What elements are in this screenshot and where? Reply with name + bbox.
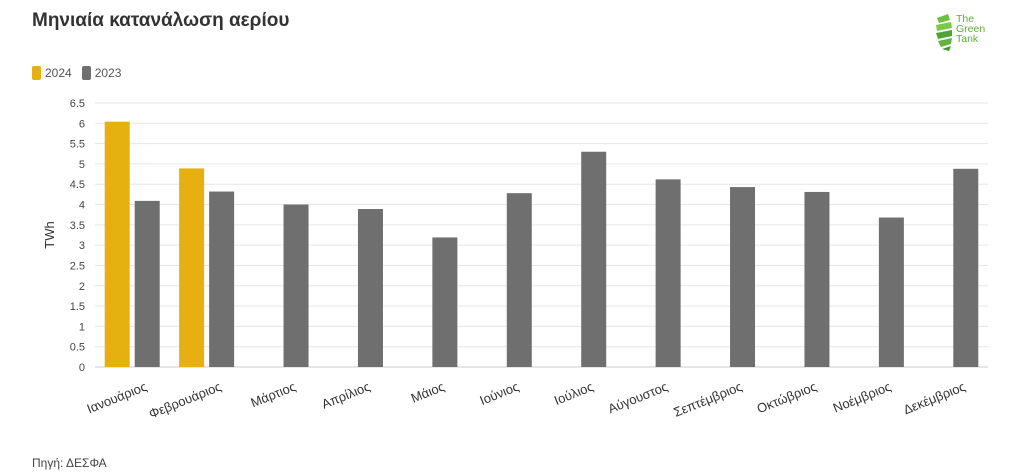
bar-2023[interactable] — [506, 193, 532, 367]
x-tick-label: Ιούλιος — [552, 379, 595, 408]
y-tick-label: 5 — [79, 159, 85, 171]
y-tick-label: 6 — [79, 118, 85, 130]
logo-text-line: Tank — [956, 33, 979, 45]
bar-2024[interactable] — [104, 121, 130, 367]
x-tick-label: Νοέμβριος — [831, 379, 893, 416]
bar-2023[interactable] — [804, 191, 830, 367]
legend-label-2023: 2023 — [94, 66, 122, 80]
leaf-grid-icon — [936, 14, 952, 51]
bar-2023[interactable] — [581, 151, 607, 367]
y-tick-label: 6.5 — [70, 98, 85, 110]
chart-title: Μηνιαία κατανάλωση αερίου — [32, 10, 290, 31]
y-tick-label: 4 — [79, 200, 85, 212]
source-note: Πηγή: ΔΕΣΦΑ — [32, 456, 107, 470]
y-axis-label: TWh — [42, 221, 57, 248]
bar-2023[interactable] — [730, 187, 756, 367]
y-tick-label: 0 — [79, 362, 85, 374]
logo-text-line: The — [956, 13, 975, 25]
y-tick-label: 0.5 — [70, 342, 85, 354]
y-tick-label: 1.5 — [70, 301, 85, 313]
y-tick-label: 3.5 — [70, 220, 85, 232]
logo-wordmark: The Green Tank — [956, 13, 986, 45]
y-tick-label: 4.5 — [70, 179, 85, 191]
y-tick-label: 2 — [79, 281, 85, 293]
x-tick-label: Μάιος — [409, 379, 447, 406]
legend-swatch-2023 — [81, 66, 91, 80]
bar-2024[interactable] — [179, 168, 205, 367]
bar-2023[interactable] — [655, 179, 681, 367]
y-tick-label: 5.5 — [70, 139, 85, 151]
x-tick-label: Σεπτέμβριος — [671, 379, 744, 420]
bar-2023[interactable] — [432, 237, 458, 367]
y-tick-label: 3 — [79, 240, 85, 252]
bar-2023[interactable] — [209, 191, 235, 367]
bar-2023[interactable] — [283, 204, 309, 367]
y-tick-label: 1 — [79, 321, 85, 333]
bar-2023[interactable] — [878, 217, 904, 367]
x-tick-label: Φεβρουάριος — [147, 379, 224, 422]
legend-swatch-2024 — [32, 66, 41, 80]
legend-item-2024[interactable]: 2024 — [32, 66, 72, 80]
logo-text-line: Green — [956, 23, 986, 35]
x-tick-label: Οκτώβριος — [755, 379, 819, 416]
green-tank-logo: The Green Tank — [934, 12, 994, 56]
legend-label-2024: 2024 — [45, 66, 72, 80]
bar-2023[interactable] — [357, 209, 383, 367]
x-tick-label: Μάρτιος — [248, 379, 297, 411]
y-tick-label: 2.5 — [70, 260, 85, 272]
bar-2023[interactable] — [953, 168, 979, 367]
x-tick-label: Δεκέμβριος — [901, 379, 967, 417]
bar-2023[interactable] — [134, 200, 160, 367]
x-tick-label: Απρίλιος — [319, 379, 372, 412]
x-tick-label: Αύγουστος — [606, 379, 670, 417]
legend-item-2023[interactable]: 2023 — [81, 66, 122, 80]
x-tick-label: Ιανουάριος — [85, 379, 149, 417]
legend: 2024 2023 — [32, 66, 121, 80]
x-tick-label: Ιούνιος — [478, 379, 521, 408]
